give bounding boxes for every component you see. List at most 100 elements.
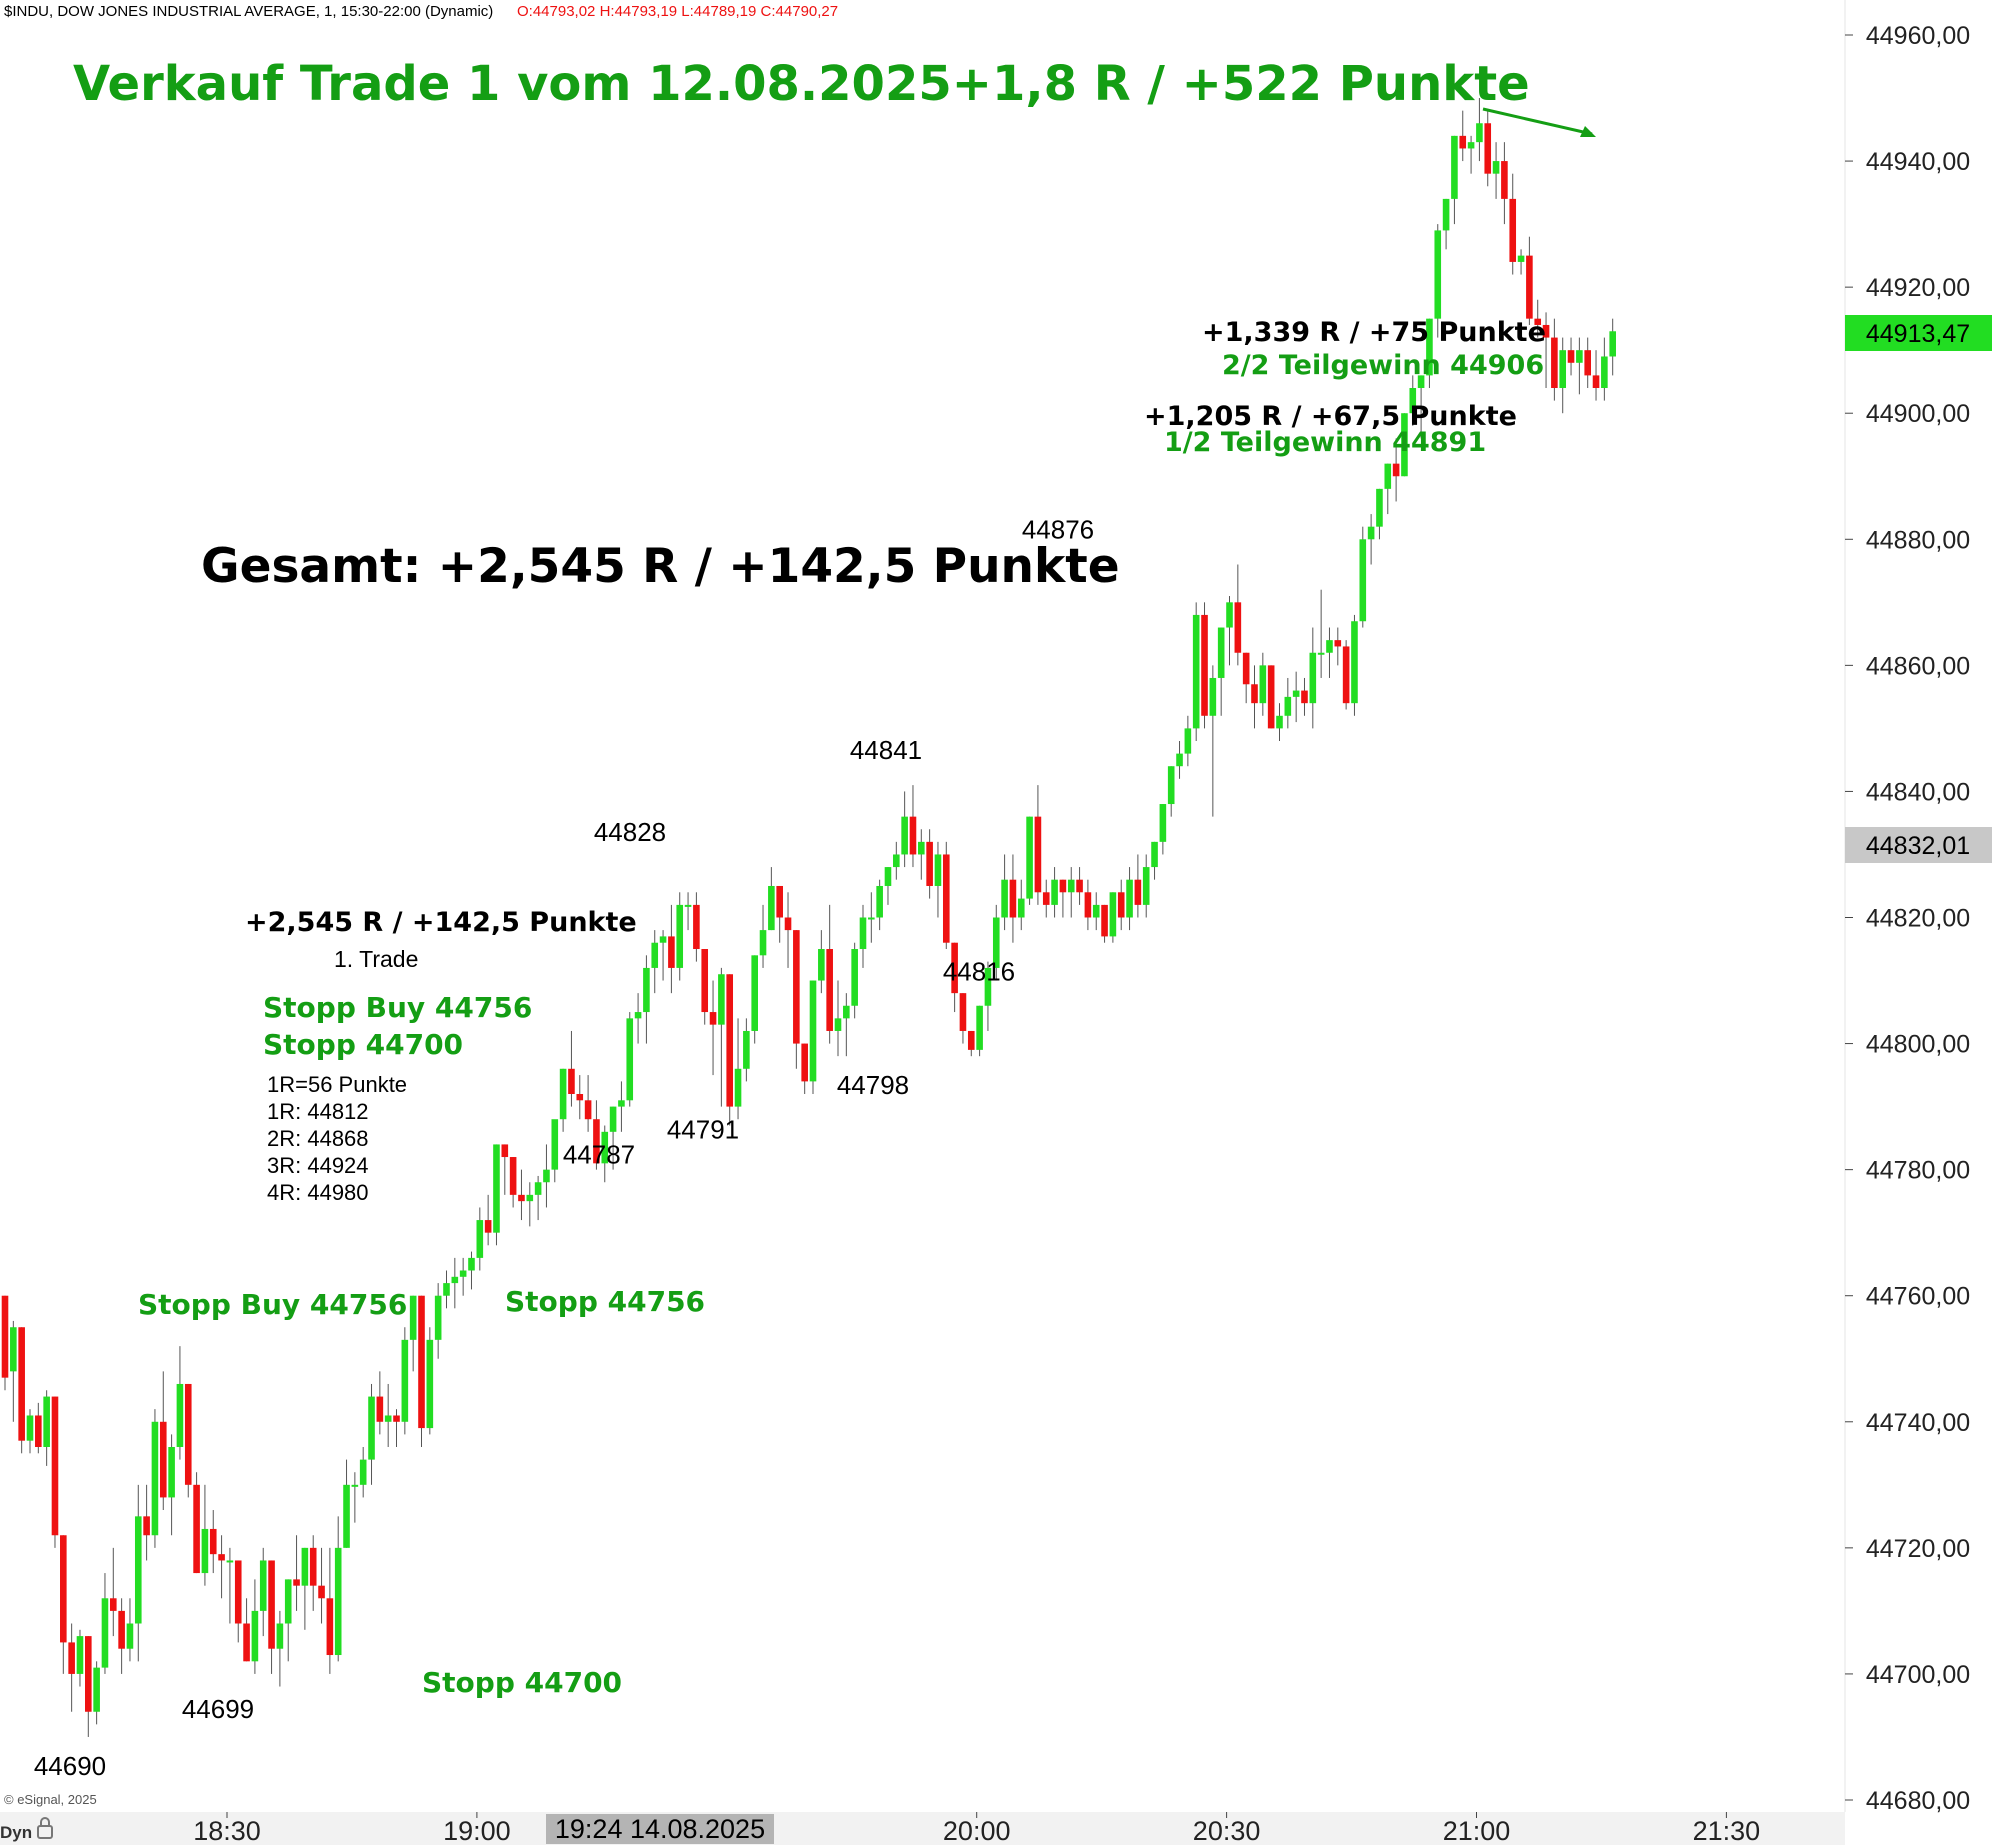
candle — [418, 1295, 425, 1447]
candle — [1176, 741, 1183, 779]
candle-body — [201, 1528, 209, 1574]
candle-body — [1201, 614, 1208, 716]
candle — [743, 1018, 750, 1082]
dynamic-label[interactable]: Dyn — [0, 1823, 32, 1842]
candle-body — [976, 1005, 983, 1050]
candle — [1384, 463, 1392, 515]
candle-body — [1126, 879, 1133, 918]
candle — [176, 1346, 184, 1460]
candle-body — [1426, 318, 1433, 376]
candle-body — [668, 936, 675, 968]
candle — [318, 1547, 325, 1624]
candle-body — [593, 1119, 600, 1164]
candle-body — [643, 967, 650, 1013]
candle-body — [1601, 356, 1608, 388]
candle-body — [826, 949, 833, 1031]
candle-body — [1092, 904, 1100, 918]
price-tick-label: 44840,00 — [1866, 778, 1970, 806]
candle-body — [1259, 665, 1267, 704]
candle — [501, 1144, 509, 1195]
candle-body — [1517, 255, 1525, 262]
candle — [1267, 665, 1275, 729]
candle-body — [1334, 640, 1342, 647]
candle — [60, 1535, 67, 1674]
candle-body — [1017, 898, 1025, 918]
candle-body — [443, 1283, 450, 1296]
candle — [1476, 98, 1483, 162]
candle-body — [501, 1144, 509, 1158]
candle-body — [551, 1119, 559, 1170]
candle — [109, 1547, 117, 1637]
candle-body — [1417, 375, 1425, 388]
candle — [543, 1144, 550, 1208]
time-axis-panel[interactable] — [0, 1812, 1845, 1845]
price-axis-panel[interactable] — [1845, 0, 1992, 1845]
r-line-0: 1R=56 Punkte — [267, 1072, 407, 1097]
candle — [1526, 236, 1533, 325]
candle — [1151, 841, 1158, 880]
candle-body — [1367, 526, 1375, 540]
r-line-3: 3R: 44924 — [267, 1153, 369, 1178]
candle-body — [776, 885, 783, 918]
candle-body — [1217, 627, 1225, 678]
candle-body — [368, 1396, 375, 1460]
candle-body — [1134, 879, 1142, 905]
candle-body — [918, 841, 925, 855]
candle-body — [43, 1396, 50, 1447]
candle — [243, 1598, 250, 1662]
candle-body — [926, 841, 933, 886]
candle — [426, 1327, 434, 1435]
candle-body — [518, 1194, 525, 1202]
candle-body — [959, 993, 967, 1031]
candle — [518, 1169, 525, 1221]
last-price-box — [1845, 315, 1992, 351]
candle — [1142, 854, 1150, 918]
candle-body — [534, 1182, 542, 1195]
candle-body — [10, 1327, 17, 1372]
candle — [309, 1535, 317, 1611]
candle — [992, 904, 1000, 981]
candle — [1042, 879, 1050, 918]
candle — [618, 1081, 625, 1132]
candle — [1592, 350, 1600, 401]
second-partial-profit: 2/2 Teilgewinn 44906 — [1222, 350, 1544, 381]
headline-arrowhead — [1580, 126, 1596, 137]
candle — [684, 892, 692, 931]
candle — [1434, 224, 1442, 338]
candle — [809, 980, 817, 1094]
candle — [601, 1125, 609, 1183]
candle — [1501, 142, 1508, 225]
candle — [476, 1207, 484, 1271]
candle-body — [634, 1012, 642, 1019]
candle — [1376, 488, 1383, 540]
candle-body — [693, 904, 700, 950]
lock-icon[interactable] — [37, 1817, 53, 1839]
candle — [493, 1144, 500, 1246]
candle-body — [1142, 867, 1150, 905]
candle — [101, 1573, 109, 1674]
swing-label: 44841 — [850, 735, 922, 765]
candle — [251, 1579, 259, 1674]
candle — [801, 1043, 808, 1094]
candle — [276, 1610, 284, 1687]
candle — [509, 1157, 517, 1208]
swing-label: 44798 — [837, 1070, 909, 1100]
candle — [184, 1383, 192, 1498]
candle-body — [568, 1068, 575, 1094]
candle — [693, 892, 700, 962]
candle — [734, 1018, 742, 1120]
candle — [1192, 602, 1200, 741]
candle-body — [1551, 337, 1558, 388]
candle-body — [559, 1068, 567, 1120]
candle — [1101, 904, 1108, 943]
candle — [1259, 652, 1267, 716]
candle-body — [351, 1484, 359, 1487]
candle — [726, 974, 734, 1126]
candle-body — [234, 1560, 242, 1624]
candle — [1609, 318, 1616, 376]
candle — [43, 1390, 50, 1466]
candle-body — [884, 867, 892, 886]
candle-body — [1567, 350, 1575, 363]
candle — [1109, 892, 1117, 943]
